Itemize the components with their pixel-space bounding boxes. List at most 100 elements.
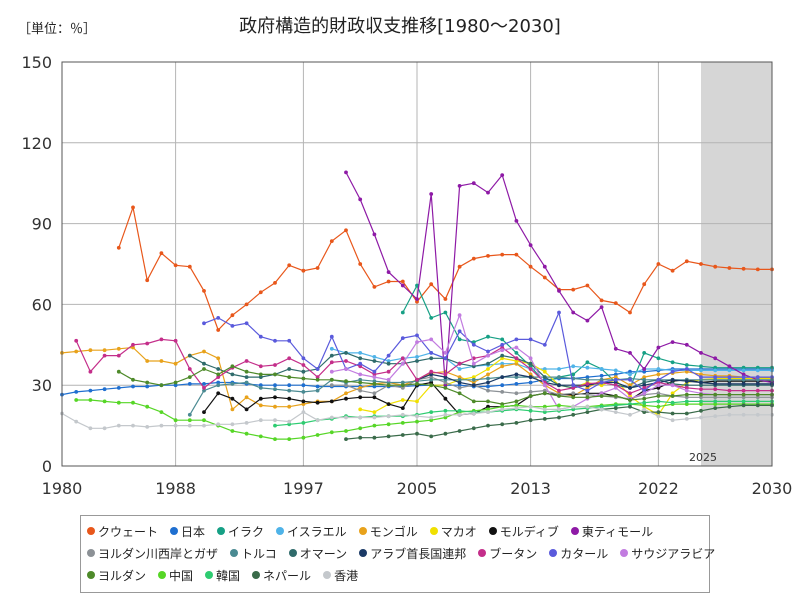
chart-title: 政府構造的財政収支推移[1980～2030] — [239, 16, 561, 37]
data-point — [429, 380, 434, 385]
data-point — [741, 412, 746, 417]
data-point — [187, 367, 192, 371]
data-point — [656, 399, 661, 404]
data-point — [273, 338, 277, 343]
x-tick-label: 2022 — [638, 479, 679, 498]
data-point — [642, 375, 647, 379]
data-point — [202, 361, 206, 366]
data-point — [386, 434, 391, 439]
data-point — [500, 342, 505, 347]
data-point — [386, 377, 391, 382]
data-point — [628, 377, 632, 382]
data-point — [613, 368, 618, 373]
data-point — [358, 372, 363, 377]
data-point — [727, 404, 732, 409]
data-point — [415, 359, 419, 363]
data-point — [713, 368, 718, 373]
data-point — [358, 415, 363, 420]
legend-marker — [549, 549, 558, 557]
data-point — [159, 410, 164, 414]
data-point — [557, 289, 561, 293]
data-point — [500, 375, 505, 379]
data-point — [486, 380, 490, 385]
data-point — [329, 353, 334, 358]
data-point — [486, 353, 490, 358]
data-point — [699, 262, 703, 266]
legend-row: クウェート 日本 イラク イスラエル モンゴル マカオ モルディブ 東ティモール — [87, 520, 703, 542]
data-point — [571, 386, 576, 390]
data-point — [315, 377, 320, 382]
data-point — [230, 396, 235, 401]
data-point — [514, 403, 519, 408]
data-point — [741, 266, 746, 271]
data-point — [528, 418, 533, 423]
data-point — [415, 333, 419, 338]
data-point — [74, 390, 79, 394]
data-point — [557, 415, 561, 420]
data-point — [386, 383, 391, 388]
data-point — [514, 391, 519, 396]
data-point — [528, 408, 533, 413]
data-point — [542, 369, 547, 374]
data-point — [684, 342, 689, 347]
data-point — [216, 380, 221, 385]
data-point — [585, 318, 590, 323]
data-point — [599, 391, 604, 396]
data-point — [258, 290, 263, 295]
legend-item: アラブ首長国連邦 — [359, 545, 466, 562]
data-point — [301, 402, 306, 406]
legend-item: ネパール — [252, 567, 311, 584]
data-point — [514, 406, 519, 410]
data-point — [301, 390, 306, 394]
data-point — [713, 406, 718, 410]
data-point — [400, 356, 405, 361]
data-point — [699, 395, 703, 400]
data-point — [400, 421, 405, 425]
data-point — [415, 297, 419, 301]
data-point — [116, 423, 121, 428]
data-point — [344, 437, 348, 441]
data-point — [542, 407, 547, 412]
data-point — [542, 404, 547, 409]
data-point — [571, 310, 576, 315]
legend-label: 香港 — [334, 568, 359, 583]
data-point — [699, 387, 703, 392]
legend-marker — [205, 571, 214, 579]
data-point — [613, 394, 618, 398]
data-point — [599, 373, 604, 378]
data-point — [514, 337, 519, 342]
data-point — [187, 412, 192, 417]
legend-item: 東ティモール — [570, 523, 653, 540]
data-point — [116, 353, 121, 358]
y-tick-label: 120 — [21, 134, 52, 153]
data-point — [684, 386, 689, 390]
data-point — [258, 396, 263, 401]
data-point — [88, 398, 93, 402]
data-point — [585, 395, 590, 400]
data-point — [628, 402, 632, 406]
legend-row: ヨルダン 中国 韓国 ネパール 香港 — [87, 564, 703, 586]
data-point — [216, 356, 221, 361]
data-point — [656, 386, 661, 390]
data-point — [457, 264, 462, 269]
data-point — [187, 353, 192, 358]
data-point — [514, 375, 519, 379]
data-point — [514, 421, 519, 425]
data-point — [400, 361, 405, 366]
data-point — [628, 369, 632, 374]
data-point — [613, 346, 618, 351]
data-point — [173, 418, 178, 423]
data-point — [400, 383, 405, 388]
data-point — [713, 356, 718, 361]
data-point — [358, 361, 363, 366]
data-point — [344, 351, 348, 355]
data-point — [372, 232, 377, 237]
data-point — [656, 345, 661, 350]
legend-marker — [87, 549, 95, 557]
data-point — [514, 382, 519, 386]
data-point — [358, 395, 363, 400]
legend-row: ヨルダン川西岸とガザ トルコ オマーン アラブ首長国連邦 ブータン カタール サウジアラビア — [87, 542, 715, 564]
data-point — [642, 396, 647, 401]
data-point — [358, 407, 363, 412]
x-tick-label: 1980 — [42, 479, 83, 498]
